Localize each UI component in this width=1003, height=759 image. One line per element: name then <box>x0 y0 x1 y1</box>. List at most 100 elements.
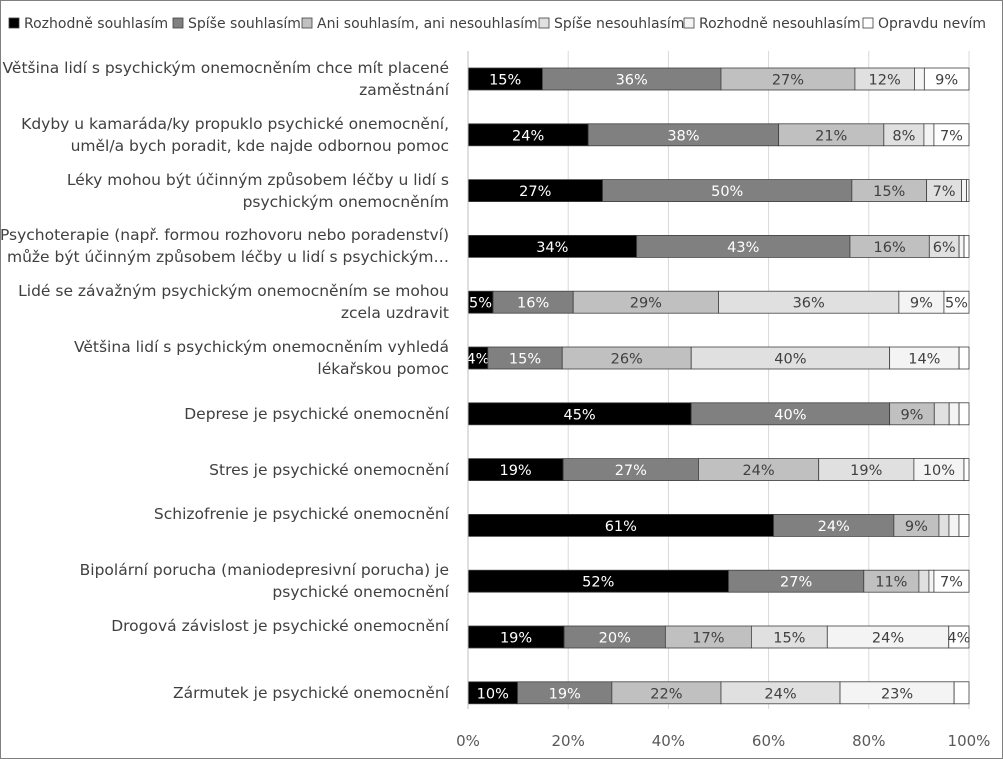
legend-label: Ani souhlasím, ani nesouhlasím <box>317 16 538 32</box>
data-label: 19% <box>499 463 531 479</box>
data-label: 24% <box>872 631 904 647</box>
category-label: Většina lidí s psychickým onemocněním ch… <box>2 59 449 99</box>
data-label: 50% <box>711 184 743 200</box>
data-label: 22% <box>650 686 682 702</box>
x-tick-label: 20% <box>552 732 585 750</box>
data-label: 24% <box>764 686 796 702</box>
data-label: 15% <box>773 631 805 647</box>
data-label: 24% <box>512 128 544 144</box>
data-label: 8% <box>892 128 915 144</box>
data-label: 36% <box>793 296 825 312</box>
data-label: 11% <box>875 575 907 591</box>
bar-segment <box>958 514 970 537</box>
legend-swatch <box>683 17 695 29</box>
data-label: 27% <box>519 184 551 200</box>
data-label: 15% <box>509 352 541 368</box>
data-label: 40% <box>774 352 806 368</box>
data-label: 7% <box>940 128 963 144</box>
category-label: Psychoterapie (např. formou rozhovoru ne… <box>0 226 449 267</box>
data-label: 29% <box>630 296 662 312</box>
category-label: Kdyby u kamaráda/ky propuklo psychické o… <box>21 114 449 155</box>
data-label: 9% <box>910 296 933 312</box>
data-label: 5% <box>469 296 492 312</box>
category-label: Lidé se závažným psychickým onemocněním … <box>18 282 449 323</box>
data-label: 24% <box>818 519 850 535</box>
data-label: 34% <box>536 240 568 256</box>
data-label: 19% <box>500 631 532 647</box>
category-label: Léky mohou být účinným způsobem léčby u … <box>66 170 449 211</box>
legend-swatch <box>301 17 313 29</box>
data-label: 15% <box>489 73 521 89</box>
data-label: 36% <box>616 73 648 89</box>
data-label: 15% <box>873 184 905 200</box>
data-label: 16% <box>517 296 549 312</box>
bar-segment <box>948 514 960 537</box>
bar-segment <box>958 234 965 258</box>
legend-item: Opravdu nevím <box>862 16 986 32</box>
bar-segment <box>953 681 970 705</box>
bar-segment <box>914 67 925 91</box>
data-label: 14% <box>908 352 940 368</box>
legend-swatch <box>862 17 874 29</box>
x-tick-label: 0% <box>456 732 480 750</box>
data-label: 20% <box>599 631 631 647</box>
legend-label: Spíše souhlasím <box>188 16 301 32</box>
data-label: 4% <box>947 631 970 647</box>
data-label: 27% <box>615 463 647 479</box>
bar-segment <box>963 234 970 258</box>
data-label: 17% <box>692 631 724 647</box>
data-label: 19% <box>850 463 882 479</box>
legend-item: Spíše souhlasím <box>172 16 301 32</box>
bar-segment <box>933 402 950 426</box>
data-label: 7% <box>933 184 956 200</box>
data-label: 16% <box>874 240 906 256</box>
data-label: 7% <box>940 575 963 591</box>
category-label: Stres je psychické onemocnění <box>209 460 449 479</box>
data-label: 19% <box>549 686 581 702</box>
legend-label: Rozhodně souhlasím <box>24 16 168 32</box>
data-label: 38% <box>667 128 699 144</box>
data-label: 9% <box>905 519 928 535</box>
bar-segment <box>918 569 930 593</box>
x-tick-label: 80% <box>852 732 885 750</box>
data-label: 5% <box>945 296 968 312</box>
bar-segment <box>928 569 935 593</box>
legend-swatch <box>538 17 550 29</box>
data-label: 24% <box>742 463 774 479</box>
category-label: Zármutek je psychické onemocnění <box>172 683 449 702</box>
category-label: Většina lidí s psychickým onemocněním vy… <box>73 338 449 378</box>
data-label: 10% <box>477 686 509 702</box>
legend-label: Opravdu nevím <box>878 16 986 32</box>
legend-swatch <box>8 17 20 29</box>
bar-segment <box>963 458 970 482</box>
bar-segment <box>966 179 970 203</box>
category-label: Deprese je psychické onemocnění <box>184 404 449 423</box>
bar-segment <box>958 346 970 370</box>
x-tick-label: 60% <box>752 732 785 750</box>
data-label: 6% <box>933 240 956 256</box>
bar-segment <box>923 67 970 91</box>
bar-segment <box>933 569 970 593</box>
bar-segment <box>943 290 970 314</box>
category-label: Schizofrenie je psychické onemocnění <box>153 505 449 524</box>
bar-segment <box>938 514 950 537</box>
data-label: 9% <box>935 73 958 89</box>
data-label: 27% <box>780 575 812 591</box>
bar-segment <box>958 402 970 426</box>
legend-label: Rozhodně nesouhlasím <box>699 16 861 32</box>
legend-item: Spíše nesouhlasím <box>538 16 684 32</box>
legend-swatch <box>172 17 184 29</box>
data-label: 40% <box>774 407 806 423</box>
data-label: 23% <box>881 686 913 702</box>
bar-segment <box>948 625 970 649</box>
data-label: 43% <box>727 240 759 256</box>
data-label: 27% <box>772 73 804 89</box>
category-label: Drogová závislost je psychické onemocněn… <box>111 617 449 635</box>
category-label: Bipolární porucha (maniodepresivní poruc… <box>79 561 449 602</box>
bar-segment <box>948 402 960 426</box>
legend-item: Rozhodně nesouhlasím <box>683 16 861 32</box>
x-tick-label: 100% <box>948 732 991 750</box>
data-label: 4% <box>466 352 489 368</box>
